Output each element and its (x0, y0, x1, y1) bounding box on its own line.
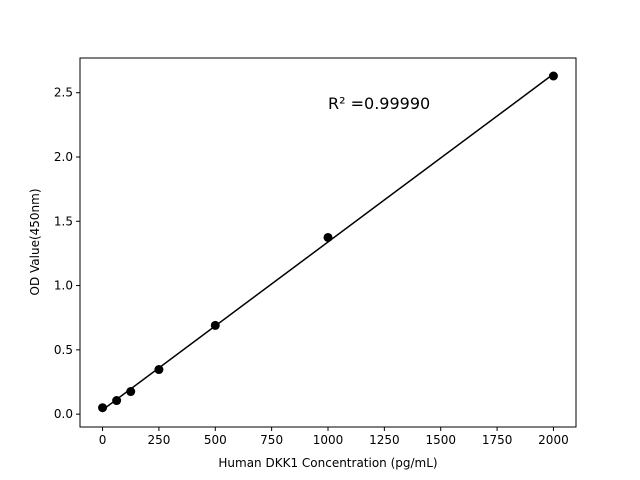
data-point (112, 396, 122, 406)
data-point (323, 232, 333, 242)
y-axis-label: OD Value(450nm) (28, 188, 42, 295)
data-point (210, 320, 220, 330)
y-tick-label: 2.0 (54, 150, 73, 164)
x-tick-label: 750 (260, 433, 283, 447)
y-tick-label: 1.5 (54, 214, 73, 228)
x-tick-label: 1500 (425, 433, 456, 447)
x-axis-label: Human DKK1 Concentration (pg/mL) (218, 456, 437, 470)
y-tick-label: 1.0 (54, 279, 73, 293)
x-tick-label: 500 (204, 433, 227, 447)
y-tick-label: 0.0 (54, 407, 73, 421)
x-tick-label: 1750 (482, 433, 513, 447)
data-point (154, 365, 164, 375)
data-point (98, 403, 108, 413)
x-tick-label: 250 (147, 433, 170, 447)
x-tick-label: 1250 (369, 433, 400, 447)
x-tick-label: 0 (99, 433, 107, 447)
data-point (548, 71, 558, 81)
data-point (126, 387, 136, 397)
x-tick-label: 1000 (313, 433, 344, 447)
x-tick-label: 2000 (538, 433, 569, 447)
r-squared-annotation: R² =0.99990 (328, 94, 430, 113)
y-tick-label: 0.5 (54, 343, 73, 357)
y-tick-label: 2.5 (54, 86, 73, 100)
